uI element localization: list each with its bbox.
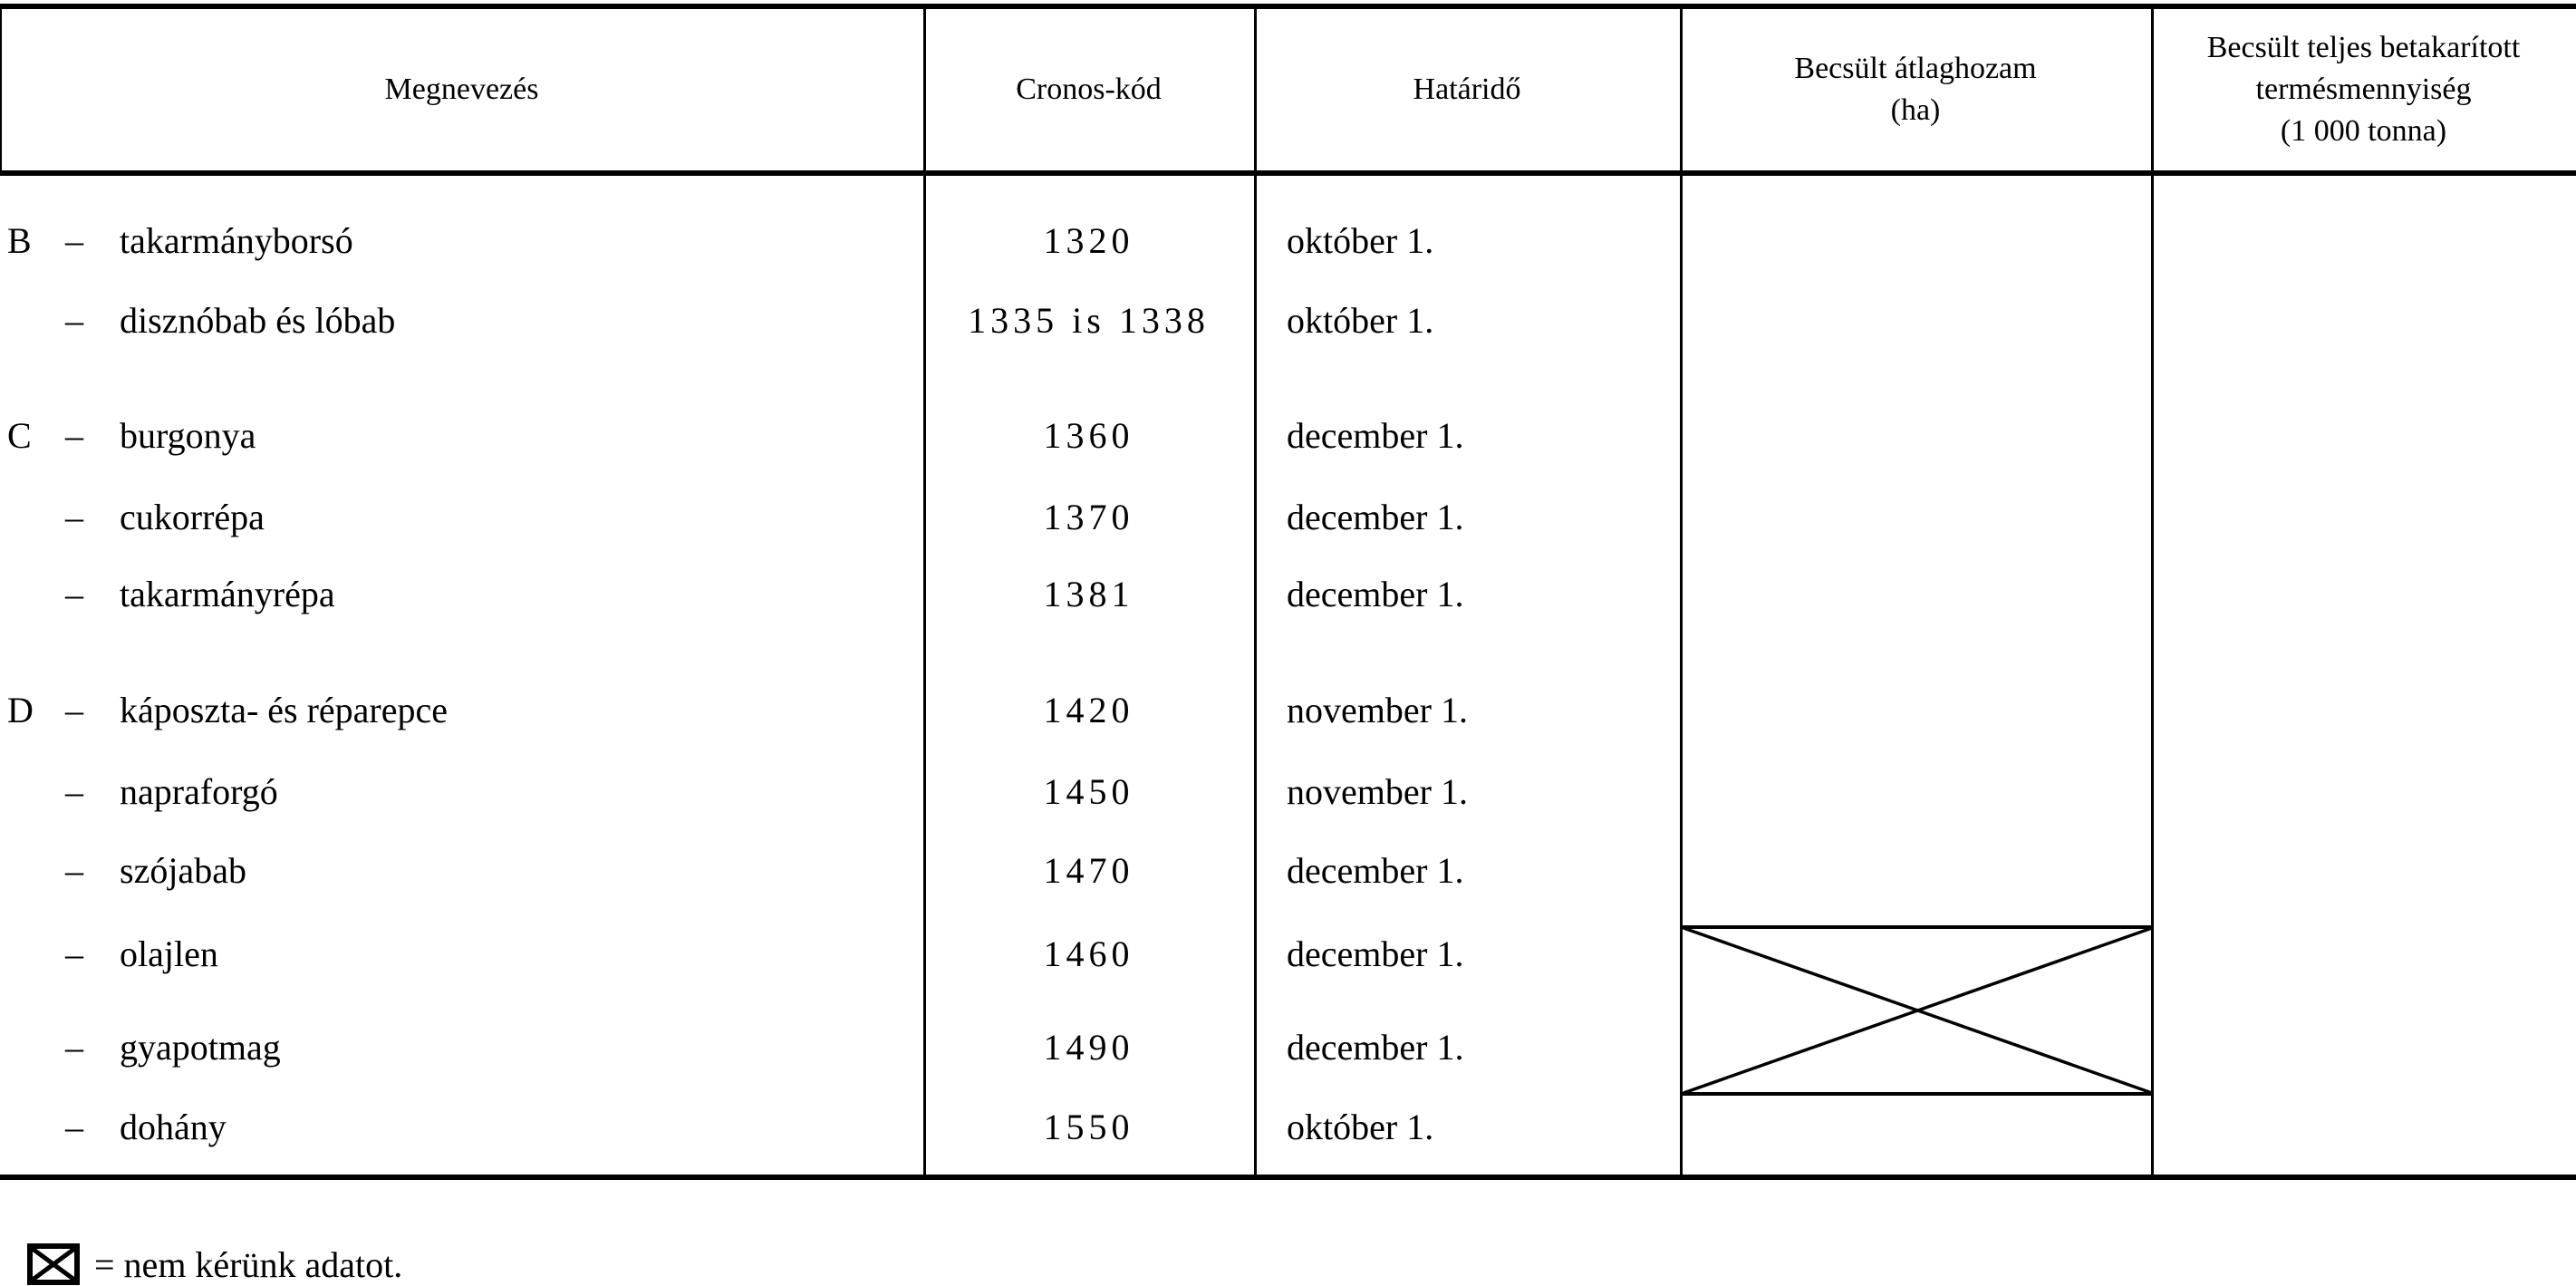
header-left-rule <box>0 4 2 176</box>
deadline: október 1. <box>1287 219 1434 261</box>
table-row: – olajlen 1460 december 1. <box>0 926 2576 981</box>
dash-bullet: – <box>65 770 83 812</box>
table-row: – cukorrépa 1370 december 1. <box>0 489 2576 544</box>
crop-name: szójabab <box>120 849 246 891</box>
deadline: november 1. <box>1287 770 1468 812</box>
section-letter <box>7 1020 60 1074</box>
crop-name: napraforgó <box>120 770 278 812</box>
dash-bullet: – <box>65 1026 83 1068</box>
crop-name: dohány <box>120 1106 227 1147</box>
table-row: – takarmányrépa 1381 december 1. <box>0 566 2576 621</box>
legend-text: = nem kérünk adatot. <box>94 1243 403 1285</box>
dash-bullet: – <box>65 689 83 730</box>
crop-name: disznóbab és lóbab <box>120 299 396 341</box>
dash-bullet: – <box>65 219 83 261</box>
section-letter <box>7 566 60 621</box>
crop-name: cukorrépa <box>120 496 265 537</box>
cronos-code: 1450 <box>1043 770 1134 812</box>
section-letter <box>7 293 60 347</box>
column-header-total-production-line2: termésmennyiség <box>2255 73 2472 106</box>
table-row: – gyapotmag 1490 december 1. <box>0 1020 2576 1074</box>
table-row: D – káposzta- és réparepce 1420 november… <box>0 682 2576 737</box>
legend-crossed-box-icon <box>27 1243 80 1285</box>
table-row: – szójabab 1470 december 1. <box>0 843 2576 897</box>
dash-bullet: – <box>65 573 83 614</box>
cronos-code: 1360 <box>1043 414 1134 456</box>
table-row: – dohány 1550 október 1. <box>0 1099 2576 1154</box>
table-row: C – burgonya 1360 december 1. <box>0 408 2576 462</box>
cronos-code: 1460 <box>1043 933 1134 974</box>
section-letter: C <box>7 414 32 456</box>
crop-name: takarmányrépa <box>120 573 335 614</box>
table-row: – napraforgó 1450 november 1. <box>0 764 2576 818</box>
deadline: december 1. <box>1287 1026 1464 1068</box>
column-header-total-production: Becsült teljes betakarított termésmennyi… <box>2151 9 2576 170</box>
section-letter <box>7 843 60 897</box>
header-separator-rule <box>0 170 2576 176</box>
dash-bullet: – <box>65 414 83 456</box>
cronos-code: 1370 <box>1043 496 1134 537</box>
column-header-name-label: Megnevezés <box>384 73 539 106</box>
deadline: november 1. <box>1287 689 1468 730</box>
column-rule-yield-production <box>2151 4 2154 1180</box>
column-header-deadline-label: Határidő <box>1413 73 1521 106</box>
table-row: – disznóbab és lóbab 1335 is 1338 októbe… <box>0 293 2576 347</box>
dash-bullet: – <box>65 299 83 341</box>
cronos-code: 1320 <box>1043 219 1134 261</box>
deadline: október 1. <box>1287 299 1434 341</box>
column-rule-name-code <box>923 4 926 1180</box>
section-letter: D <box>7 689 34 730</box>
table-top-rule <box>0 4 2576 9</box>
crop-name: burgonya <box>120 414 256 456</box>
column-header-deadline: Határidő <box>1254 9 1680 170</box>
table-bottom-rule <box>0 1175 2576 1180</box>
dash-bullet: – <box>65 933 83 974</box>
cronos-code: 1420 <box>1043 689 1134 730</box>
crop-name: káposzta- és réparepce <box>120 689 448 730</box>
section-letter <box>7 489 60 544</box>
crop-name: takarmányborsó <box>120 219 353 261</box>
column-header-total-production-line1: Becsült teljes betakarított <box>2206 31 2521 64</box>
crop-name: olajlen <box>120 933 218 974</box>
deadline: december 1. <box>1287 573 1464 614</box>
section-letter <box>7 1099 60 1154</box>
column-header-avg-yield-line1: Becsült átlaghozam <box>1794 52 2037 85</box>
deadline: december 1. <box>1287 933 1464 974</box>
deadline: december 1. <box>1287 414 1464 456</box>
section-letter <box>7 764 60 818</box>
cronos-code: 1335 is 1338 <box>968 299 1210 341</box>
no-data-crossed-box-icon <box>1683 926 2153 1095</box>
dash-bullet: – <box>65 849 83 891</box>
crop-name: gyapotmag <box>120 1026 281 1068</box>
cronos-code: 1381 <box>1043 573 1134 614</box>
no-data-box-bottom-rule <box>1682 1092 2154 1096</box>
legend-cross-icon <box>31 1246 76 1282</box>
no-data-box-top-rule <box>1682 925 2154 929</box>
column-header-cronos-code: Cronos-kód <box>923 9 1254 170</box>
section-letter: B <box>7 219 32 261</box>
deadline: december 1. <box>1287 849 1464 891</box>
column-header-name: Megnevezés <box>0 9 923 170</box>
column-rule-deadline-yield <box>1680 4 1683 1180</box>
dash-bullet: – <box>65 1106 83 1147</box>
cronos-code: 1470 <box>1043 849 1134 891</box>
table-row: B – takarmányborsó 1320 október 1. <box>0 213 2576 267</box>
deadline: december 1. <box>1287 496 1464 537</box>
column-header-avg-yield-line2: (ha) <box>1890 93 1941 127</box>
column-header-cronos-code-label: Cronos-kód <box>1016 73 1162 106</box>
dash-bullet: – <box>65 496 83 537</box>
section-letter <box>7 926 60 981</box>
cronos-code: 1550 <box>1043 1106 1134 1147</box>
column-header-total-production-line3: (1 000 tonna) <box>2280 114 2447 148</box>
cronos-code: 1490 <box>1043 1026 1134 1068</box>
column-rule-code-deadline <box>1254 4 1257 1180</box>
deadline: október 1. <box>1287 1106 1434 1147</box>
column-header-avg-yield: Becsült átlaghozam (ha) <box>1680 9 2151 170</box>
